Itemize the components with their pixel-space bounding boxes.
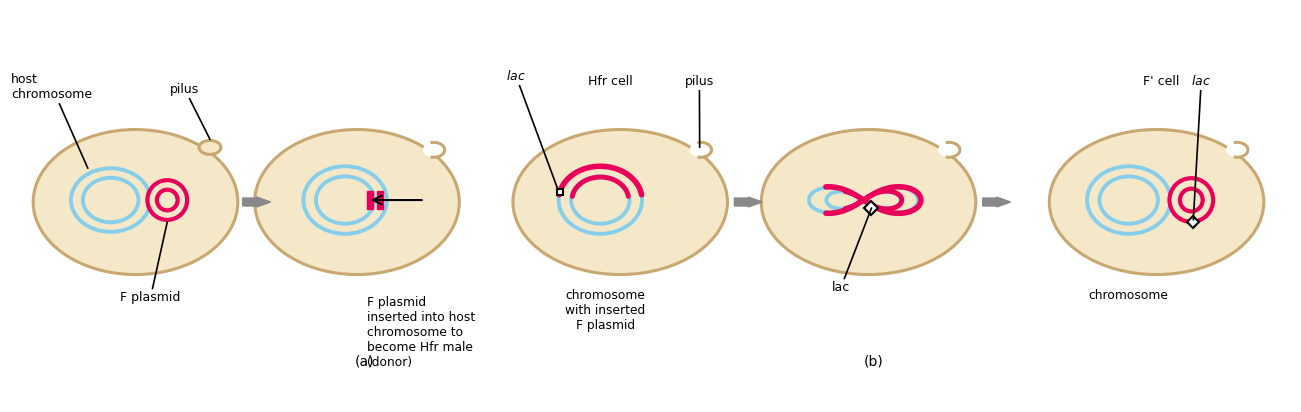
FancyArrow shape: [243, 197, 271, 207]
Text: (a): (a): [355, 355, 375, 369]
Text: pilus: pilus: [684, 75, 714, 147]
Ellipse shape: [1170, 178, 1213, 222]
Text: lac: lac: [831, 208, 872, 295]
Ellipse shape: [1050, 129, 1263, 274]
Bar: [367, 191, 373, 209]
Text: Hfr cell: Hfr cell: [588, 75, 632, 88]
Bar: [377, 191, 382, 209]
Text: F plasmid
inserted into host
chromosome to
become Hfr male
(donor): F plasmid inserted into host chromosome …: [367, 296, 475, 370]
Ellipse shape: [1226, 143, 1248, 157]
Ellipse shape: [151, 183, 185, 217]
Text: host
chromosome: host chromosome: [12, 73, 92, 168]
Text: F' cell: F' cell: [1144, 75, 1180, 88]
Text: $\it{lac}$: $\it{lac}$: [506, 69, 558, 190]
Ellipse shape: [938, 143, 960, 157]
Ellipse shape: [423, 143, 445, 157]
Text: F plasmid: F plasmid: [120, 222, 181, 304]
Text: chromosome
with inserted
F plasmid: chromosome with inserted F plasmid: [565, 290, 645, 332]
Ellipse shape: [255, 129, 459, 274]
Ellipse shape: [513, 129, 727, 274]
FancyArrow shape: [982, 197, 1011, 207]
Ellipse shape: [147, 180, 187, 220]
Ellipse shape: [199, 140, 221, 154]
Text: (b): (b): [864, 355, 883, 369]
FancyArrow shape: [735, 197, 762, 207]
Ellipse shape: [1172, 181, 1210, 219]
Ellipse shape: [34, 129, 238, 274]
Text: $\it{lac}$: $\it{lac}$: [1192, 74, 1211, 220]
Text: pilus: pilus: [170, 83, 209, 139]
Ellipse shape: [761, 129, 976, 274]
Ellipse shape: [690, 143, 712, 157]
Text: chromosome: chromosome: [1089, 290, 1168, 302]
